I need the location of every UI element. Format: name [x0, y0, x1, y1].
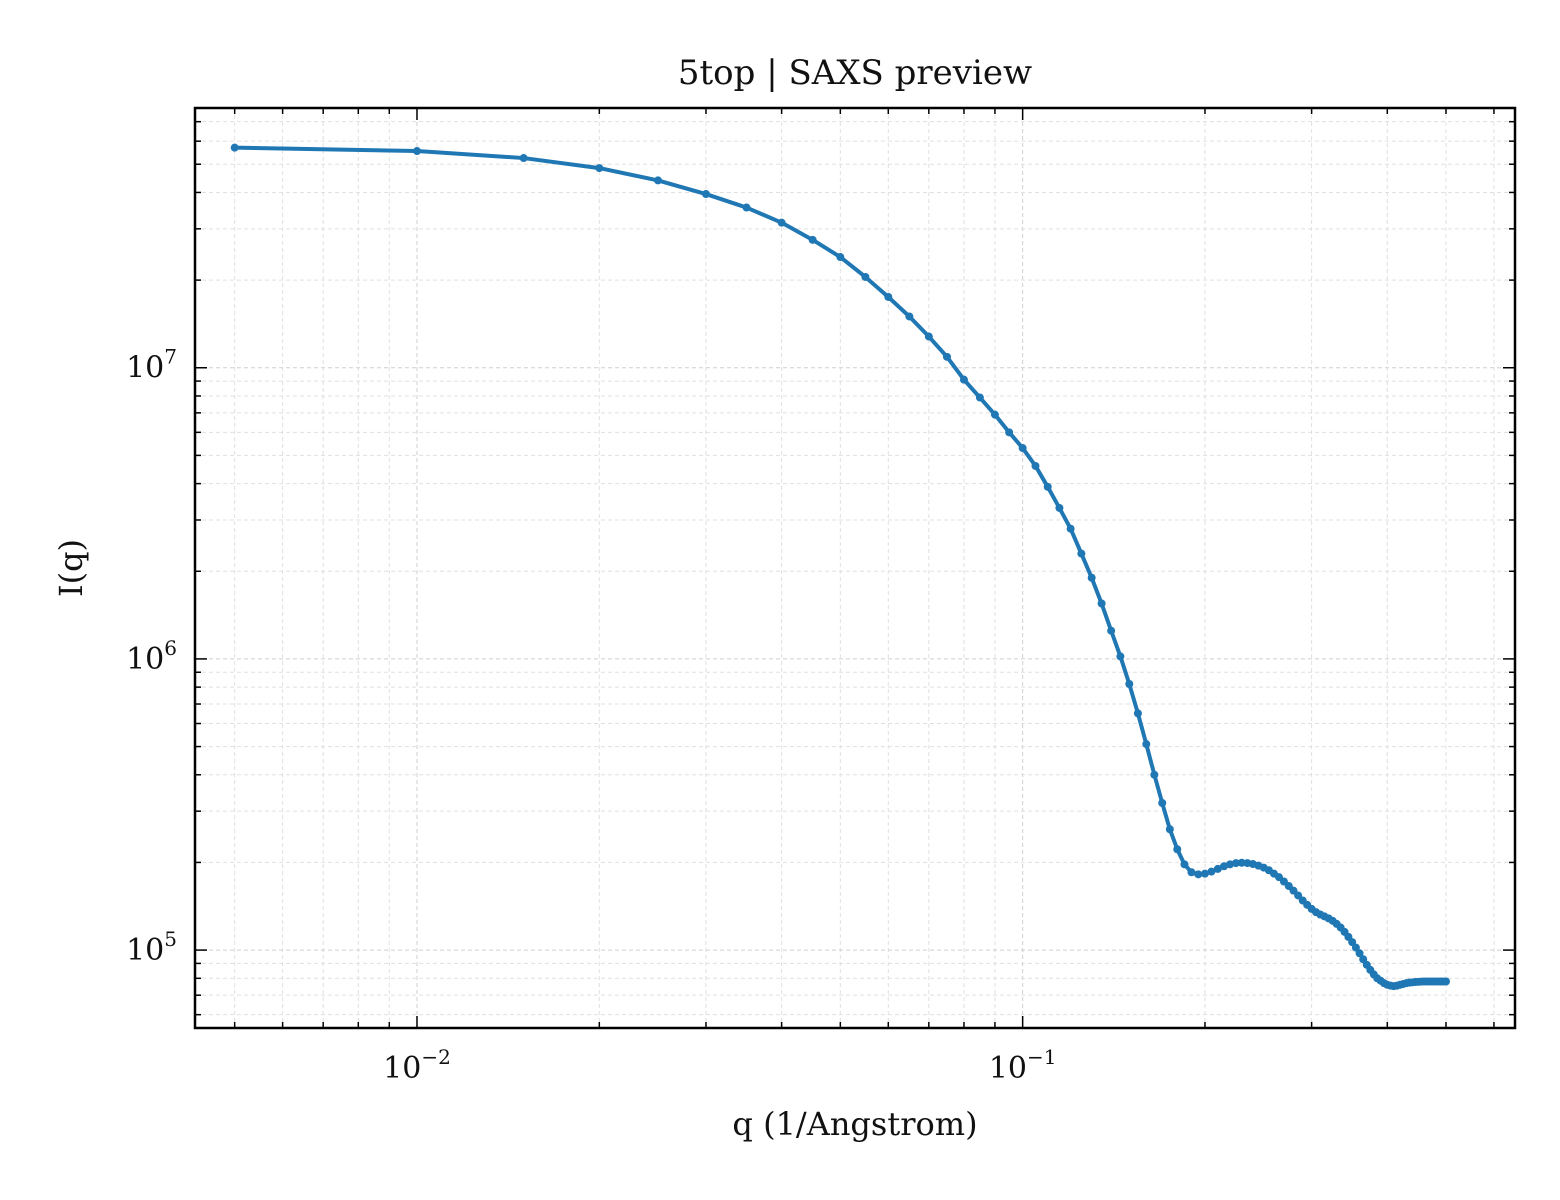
data-point — [1087, 573, 1096, 582]
data-point — [1066, 524, 1075, 533]
plot-frame — [193, 106, 1517, 1030]
data-point — [1180, 860, 1189, 869]
data-point — [1133, 709, 1142, 718]
y-axis-label: I(q) — [52, 539, 90, 597]
data-point — [1116, 652, 1125, 661]
data-point — [1219, 862, 1228, 871]
data-point — [1351, 943, 1360, 952]
data-point — [942, 352, 951, 361]
data-point — [1200, 869, 1209, 878]
data-point — [1150, 770, 1159, 779]
data-point — [1231, 859, 1240, 868]
x-tick-label: 10−2 — [383, 1045, 451, 1086]
y-tick-label: 105 — [126, 927, 177, 968]
data-point — [1125, 680, 1134, 689]
data-point — [1173, 845, 1182, 854]
data-point — [230, 143, 239, 152]
data-point — [1142, 740, 1151, 749]
data-point — [1097, 599, 1106, 608]
data-point — [959, 375, 968, 384]
data-point — [777, 218, 786, 227]
data-point — [1158, 798, 1167, 807]
data-point — [884, 292, 893, 301]
data-point — [519, 154, 528, 163]
data-point — [1187, 868, 1196, 877]
data-point — [924, 332, 933, 341]
data-point — [654, 176, 663, 185]
data-point — [808, 235, 817, 244]
data-point — [990, 410, 999, 419]
data-point — [1213, 864, 1222, 873]
data-point — [1194, 870, 1203, 879]
data-point — [595, 164, 604, 173]
data-point — [1031, 461, 1040, 470]
data-point — [1441, 977, 1450, 986]
tick-labels: 10−2 10−1 105 106 107 — [126, 345, 1056, 1086]
y-tick-label: 107 — [126, 345, 177, 386]
data-point — [1018, 444, 1027, 453]
data-point — [412, 147, 421, 156]
data-point — [861, 272, 870, 281]
data-point — [742, 203, 751, 212]
data-point — [1107, 626, 1116, 635]
data-point — [1077, 549, 1086, 558]
data-point — [1055, 503, 1064, 512]
data-point — [905, 312, 914, 321]
data-point — [1043, 482, 1052, 491]
data-point — [1355, 949, 1364, 958]
chart-title: 5top | SAXS preview — [678, 53, 1032, 93]
data-point — [1237, 858, 1246, 867]
series-line — [230, 143, 1450, 991]
data-point — [1005, 428, 1014, 437]
y-tick-label: 106 — [126, 636, 177, 677]
data-point — [1165, 825, 1174, 834]
x-tick-label: 10−1 — [989, 1045, 1057, 1086]
data-point — [836, 253, 845, 262]
data-point — [975, 393, 984, 402]
x-axis-label: q (1/Angstrom) — [732, 1105, 977, 1143]
data-point — [1207, 867, 1216, 876]
data-point — [701, 190, 710, 199]
